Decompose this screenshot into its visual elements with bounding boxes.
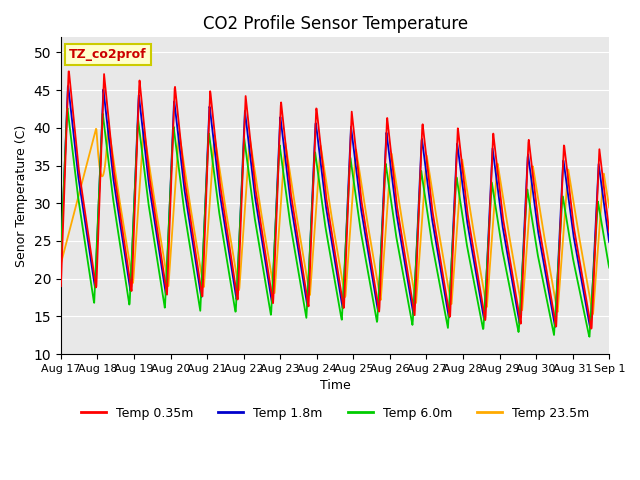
- Title: CO2 Profile Sensor Temperature: CO2 Profile Sensor Temperature: [202, 15, 468, 33]
- Text: TZ_co2prof: TZ_co2prof: [69, 48, 147, 61]
- Y-axis label: Senor Temperature (C): Senor Temperature (C): [15, 125, 28, 267]
- Legend: Temp 0.35m, Temp 1.8m, Temp 6.0m, Temp 23.5m: Temp 0.35m, Temp 1.8m, Temp 6.0m, Temp 2…: [76, 402, 595, 424]
- X-axis label: Time: Time: [320, 379, 351, 392]
